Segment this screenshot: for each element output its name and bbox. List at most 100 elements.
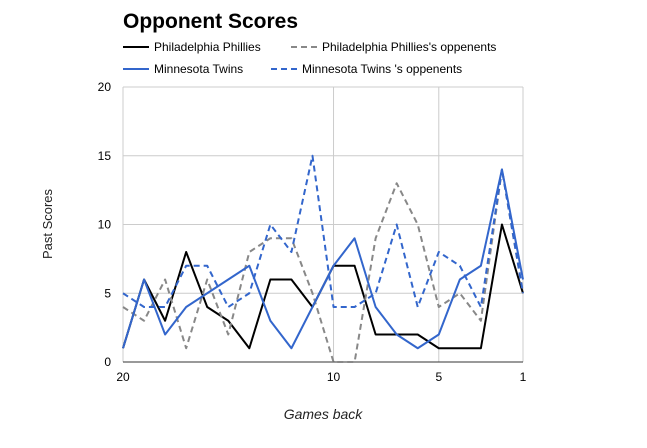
data-point xyxy=(226,332,230,336)
data-point xyxy=(289,277,293,281)
data-point xyxy=(437,305,441,309)
gridlines xyxy=(122,86,524,363)
data-point xyxy=(121,346,125,350)
data-point xyxy=(521,291,525,295)
data-point xyxy=(142,305,146,309)
legend-item: Minnesota Twins 's oppenents xyxy=(271,62,462,76)
data-point xyxy=(289,346,293,350)
data-point xyxy=(268,277,272,281)
data-point xyxy=(163,305,167,309)
x-axis-ticks: 20 10 5 1 xyxy=(116,370,526,384)
x-tick-label: 20 xyxy=(116,370,130,384)
legend-label: Minnesota Twins xyxy=(154,62,243,76)
data-point xyxy=(437,346,441,350)
x-tick-label: 5 xyxy=(435,370,442,384)
data-point xyxy=(184,250,188,254)
data-point xyxy=(479,264,483,268)
data-point xyxy=(373,236,377,240)
data-point xyxy=(458,264,462,268)
data-point xyxy=(205,264,209,268)
data-point xyxy=(521,277,525,281)
y-axis-ticks: 0 5 10 15 20 xyxy=(98,80,112,369)
data-point xyxy=(142,277,146,281)
legend-label: Philadelphia Phillies's oppenents xyxy=(322,40,496,54)
data-point xyxy=(416,222,420,226)
data-point xyxy=(331,305,335,309)
y-axis-label: Past Scores xyxy=(40,188,55,259)
data-point xyxy=(268,222,272,226)
data-point xyxy=(226,305,230,309)
series-line xyxy=(122,154,524,308)
data-point xyxy=(226,319,230,323)
data-point xyxy=(184,264,188,268)
data-point xyxy=(247,346,251,350)
data-point xyxy=(373,305,377,309)
legend-item: Philadelphia Phillies xyxy=(123,40,261,54)
data-point xyxy=(394,332,398,336)
y-tick-label: 15 xyxy=(98,149,112,163)
data-point xyxy=(479,305,483,309)
data-point xyxy=(310,291,314,295)
x-tick-label: 10 xyxy=(327,370,341,384)
series-lines xyxy=(121,154,525,364)
data-point xyxy=(352,236,356,240)
data-point xyxy=(142,319,146,323)
data-point xyxy=(500,222,504,226)
data-point xyxy=(373,332,377,336)
data-point xyxy=(416,305,420,309)
data-point xyxy=(458,277,462,281)
data-point xyxy=(394,181,398,185)
series-line xyxy=(122,168,524,350)
data-point xyxy=(247,291,251,295)
data-point xyxy=(352,264,356,268)
data-point xyxy=(247,264,251,268)
data-point xyxy=(184,305,188,309)
data-point xyxy=(500,167,504,171)
data-point xyxy=(373,291,377,295)
data-point xyxy=(310,154,314,158)
x-axis-label: Games back xyxy=(284,406,364,422)
legend-item: Minnesota Twins xyxy=(123,62,243,76)
data-point xyxy=(226,277,230,281)
data-point xyxy=(289,250,293,254)
data-point xyxy=(458,291,462,295)
series-line xyxy=(122,168,524,363)
data-point xyxy=(247,250,251,254)
data-point xyxy=(352,360,356,364)
data-point xyxy=(458,346,462,350)
legend: Philadelphia Phillies Philadelphia Philli… xyxy=(123,40,496,76)
data-point xyxy=(163,277,167,281)
data-point xyxy=(479,346,483,350)
y-tick-label: 20 xyxy=(98,80,112,94)
series-3 xyxy=(121,154,525,309)
data-point xyxy=(205,291,209,295)
y-tick-label: 10 xyxy=(98,218,112,232)
data-point xyxy=(163,319,167,323)
series-2 xyxy=(121,168,525,350)
data-point xyxy=(205,305,209,309)
data-point xyxy=(394,222,398,226)
data-point xyxy=(352,305,356,309)
series-1 xyxy=(121,168,524,364)
data-point xyxy=(268,319,272,323)
data-point xyxy=(184,346,188,350)
legend-item: Philadelphia Phillies's oppenents xyxy=(291,40,496,54)
data-point xyxy=(121,305,125,309)
chart-title: Opponent Scores xyxy=(123,10,298,33)
y-tick-label: 5 xyxy=(104,286,111,300)
data-point xyxy=(416,332,420,336)
data-point xyxy=(437,250,441,254)
y-tick-label: 0 xyxy=(104,355,111,369)
data-point xyxy=(479,319,483,323)
legend-label: Minnesota Twins 's oppenents xyxy=(302,62,462,76)
data-point xyxy=(163,332,167,336)
data-point xyxy=(416,346,420,350)
data-point xyxy=(205,277,209,281)
data-point xyxy=(331,264,335,268)
data-point xyxy=(268,236,272,240)
data-point xyxy=(121,291,125,295)
data-point xyxy=(437,332,441,336)
data-point xyxy=(331,360,335,364)
data-point xyxy=(289,236,293,240)
